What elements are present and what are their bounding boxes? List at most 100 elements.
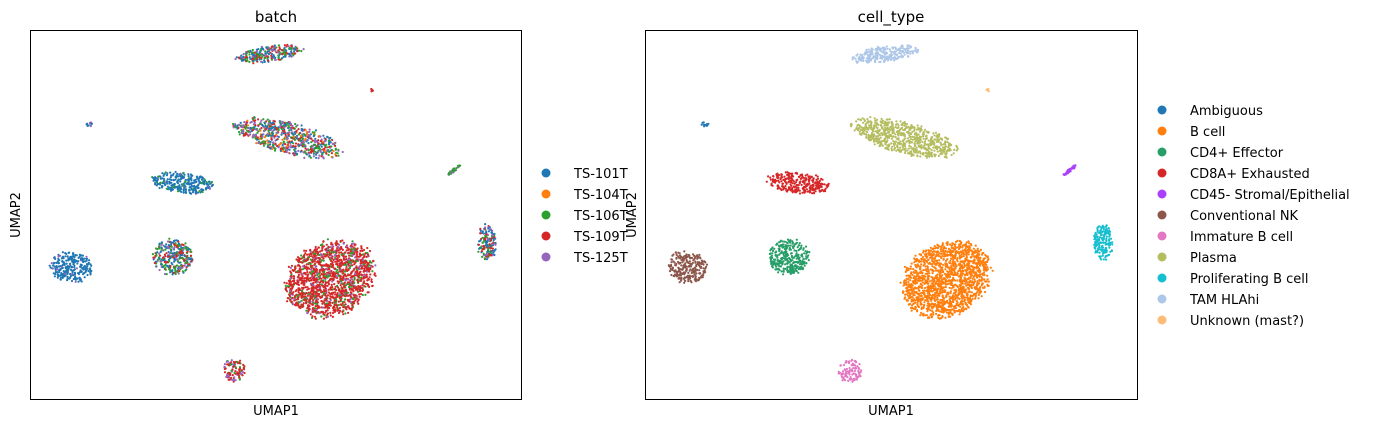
cell-point [331, 273, 334, 276]
cell-point [298, 264, 301, 267]
cell-point [864, 52, 867, 55]
cell-point [325, 267, 328, 271]
cell-point [153, 261, 156, 265]
cell-point [895, 54, 899, 57]
cell-point [329, 314, 332, 317]
cell-point [241, 374, 244, 377]
cell-point [188, 182, 191, 185]
cell-point [367, 268, 370, 271]
cell-point [855, 54, 858, 57]
cell-point [790, 177, 793, 180]
cell-point [929, 143, 932, 147]
cell-point [357, 273, 360, 276]
cell-point [178, 184, 181, 187]
cell-point [309, 262, 312, 265]
cell-point [171, 188, 174, 191]
cell-point [922, 137, 925, 140]
cell-point [73, 261, 76, 264]
cell-point [898, 52, 901, 55]
cell-point [57, 262, 61, 265]
cell-point [198, 181, 201, 184]
cell-point [273, 44, 276, 47]
cell-point [892, 57, 895, 60]
cell-point [314, 262, 317, 265]
cell-point [232, 122, 235, 126]
cell-point [353, 295, 356, 299]
cell-point [288, 140, 291, 143]
cell-point [350, 307, 353, 310]
cell-point [901, 123, 904, 126]
cell-point [886, 47, 889, 50]
cell-point [798, 182, 801, 185]
cell-point [163, 245, 167, 248]
cell-point [156, 251, 159, 254]
cell-point [337, 274, 340, 277]
cell-point [372, 259, 375, 262]
cell-point [915, 146, 918, 149]
cell-point [308, 267, 311, 270]
cell-point [166, 178, 169, 181]
cell-point [305, 263, 308, 266]
cell-point [154, 182, 157, 185]
cell-point [296, 49, 299, 53]
cell-point [890, 142, 893, 145]
cell-point [303, 299, 306, 302]
cell-point [186, 264, 189, 267]
cell-point [368, 264, 371, 267]
cell-point [64, 267, 68, 270]
cell-point [310, 289, 313, 292]
cell-point [321, 302, 324, 305]
cell-point [339, 240, 342, 243]
cell-point [304, 260, 307, 263]
cell-point [284, 284, 287, 287]
cell-point [297, 293, 300, 297]
cell-point [274, 58, 277, 61]
cell-point [266, 145, 269, 149]
cell-point [66, 279, 69, 282]
cell-point [184, 269, 187, 272]
cell-point [82, 260, 85, 263]
cell-point [301, 296, 304, 299]
cell-point [357, 284, 360, 288]
cell-point [914, 140, 917, 143]
cell-point [881, 126, 884, 129]
cell-point [314, 305, 317, 308]
cell-point [315, 302, 318, 305]
cell-point [355, 259, 358, 263]
cell-point [223, 366, 226, 369]
cell-point [333, 283, 336, 286]
cell-point [315, 156, 318, 159]
cell-point [305, 309, 308, 312]
cell-point [904, 149, 907, 153]
cell-point [246, 129, 249, 132]
cell-point [333, 287, 336, 290]
cell-point [190, 179, 193, 182]
cell-point [319, 140, 322, 143]
cell-point [300, 142, 303, 145]
cell-point [876, 126, 879, 130]
cell-point [866, 118, 869, 121]
cell-point [370, 261, 373, 264]
cell-point [285, 151, 288, 154]
cell-point [350, 296, 353, 299]
cell-point [909, 52, 912, 55]
cell-point [293, 295, 296, 298]
cell-point [312, 290, 315, 293]
cell-point [339, 276, 342, 279]
cell-point [894, 46, 897, 49]
cell-point [314, 280, 317, 283]
cell-point [926, 152, 929, 156]
cell-point [346, 283, 350, 286]
cell-point [60, 276, 63, 279]
cell-point [307, 307, 311, 310]
cell-point [196, 186, 199, 189]
cell-point [86, 257, 89, 260]
cell-point [883, 133, 886, 136]
legend-marker [541, 252, 551, 262]
cell-point [328, 249, 331, 252]
cell-point [338, 280, 341, 283]
cell-point [336, 284, 339, 287]
cell-point [889, 135, 893, 138]
cell-point [346, 246, 349, 249]
cell-point [295, 125, 298, 128]
